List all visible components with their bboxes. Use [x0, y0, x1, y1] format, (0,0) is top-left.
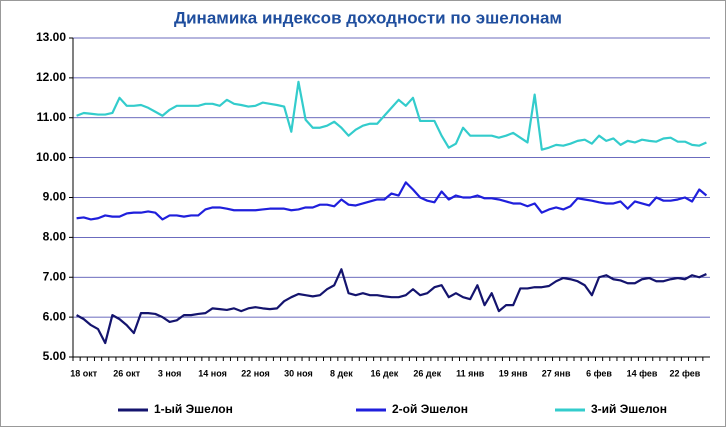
- x-tick-label: 3 ноя: [158, 368, 182, 378]
- legend-label: 2-ой Эшелон: [392, 402, 468, 416]
- x-tick-label: 26 окт: [113, 368, 141, 378]
- legend-label: 1-ый Эшелон: [154, 402, 233, 416]
- x-tick-label: 18 окт: [70, 368, 98, 378]
- chart-title: Динамика индексов доходности по эшелонам: [174, 8, 562, 27]
- y-tick-label: 9.00: [43, 190, 67, 204]
- x-tick-label: 14 фев: [627, 368, 658, 378]
- x-tick-label: 22 ноя: [241, 368, 270, 378]
- x-tick-label: 11 янв: [456, 368, 485, 378]
- x-tick-label: 26 дек: [413, 368, 441, 378]
- y-tick-label: 11.00: [37, 110, 67, 124]
- series-line: [76, 268, 707, 345]
- series-line: [76, 80, 707, 151]
- x-tick-label: 30 ноя: [284, 368, 313, 378]
- x-tick-label: 14 ноя: [198, 368, 227, 378]
- y-tick-label: 8.00: [43, 230, 67, 244]
- x-tick-label: 27 янв: [542, 368, 571, 378]
- y-tick-label: 13.00: [36, 30, 66, 44]
- x-tick-label: 22 фев: [670, 368, 701, 378]
- y-tick-label: 10.00: [36, 150, 66, 164]
- x-tick-label: 8 дек: [330, 368, 353, 378]
- series-line: [76, 181, 708, 221]
- y-tick-label: 12.00: [36, 70, 66, 84]
- x-tick-label: 16 дек: [370, 368, 398, 378]
- x-tick-label: 19 янв: [499, 368, 528, 378]
- y-tick-label: 5.00: [43, 349, 67, 363]
- legend-label: 3-ий Эшелон: [591, 402, 667, 416]
- y-tick-label: 6.00: [43, 309, 67, 323]
- x-tick-label: 6 фев: [586, 368, 612, 378]
- y-tick-label: 7.00: [43, 269, 67, 283]
